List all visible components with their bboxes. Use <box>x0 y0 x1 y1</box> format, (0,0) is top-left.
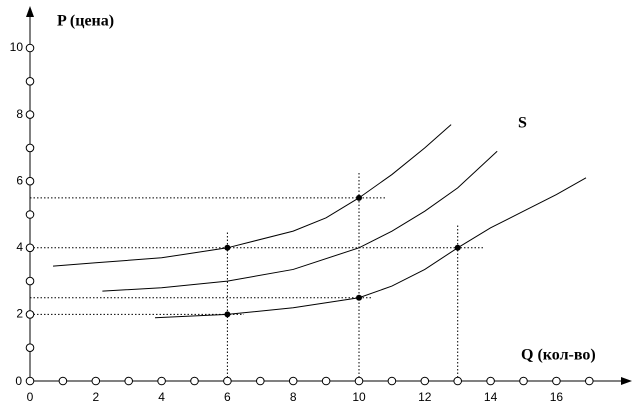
y-tick <box>25 310 35 319</box>
x-tick <box>157 376 166 386</box>
x-arrow <box>621 377 632 385</box>
x-tick <box>486 376 495 386</box>
y-tick <box>25 176 35 186</box>
x-tick <box>354 376 364 386</box>
point <box>356 194 362 201</box>
y-tick-label: 2 <box>16 307 23 321</box>
x-minor-tick <box>256 376 265 386</box>
x-tick <box>25 376 35 386</box>
x-tick-label: 4 <box>158 390 165 404</box>
x-tick <box>223 376 232 386</box>
y-tick <box>25 110 35 119</box>
x-axis-title: Q (кол-во) <box>521 347 596 364</box>
x-minor-tick <box>519 376 528 386</box>
y-tick-label: 8 <box>16 107 23 121</box>
point <box>356 294 362 301</box>
x-minor-tick <box>124 376 133 386</box>
x-tick-label: 0 <box>27 390 34 404</box>
curve-annotation: S <box>518 115 527 132</box>
supply-curve <box>102 150 498 292</box>
x-tick <box>552 376 561 386</box>
x-tick-label: 16 <box>550 390 564 404</box>
x-minor-tick <box>190 376 199 386</box>
x-tick-label: 6 <box>224 390 231 404</box>
x-tick-label: 14 <box>484 390 498 404</box>
point <box>224 311 231 318</box>
x-minor-tick <box>387 376 397 386</box>
supply-curve <box>154 177 587 319</box>
x-minor-tick <box>585 376 594 386</box>
y-tick-label: 4 <box>16 240 23 254</box>
x-tick <box>420 376 430 386</box>
y-minor-tick <box>25 276 35 286</box>
supply-curve <box>52 124 452 267</box>
y-axis-title: P (цена) <box>57 13 114 30</box>
point <box>224 244 231 251</box>
y-minor-tick <box>25 210 35 219</box>
x-tick-label: 10 <box>352 390 366 404</box>
x-minor-tick <box>58 376 68 386</box>
x-tick-label: 8 <box>290 390 297 404</box>
x-tick <box>288 376 298 386</box>
point <box>454 244 461 251</box>
y-minor-tick <box>25 143 35 153</box>
y-tick-label: 10 <box>10 40 24 54</box>
y-tick-label: 0 <box>15 374 22 388</box>
y-arrow <box>26 6 34 17</box>
y-minor-tick <box>25 77 35 86</box>
x-tick-label: 12 <box>418 390 432 404</box>
x-minor-tick <box>321 376 331 386</box>
x-minor-tick <box>453 376 463 386</box>
y-tick-label: 6 <box>16 173 23 187</box>
x-tick-label: 2 <box>92 390 99 404</box>
y-tick <box>25 43 35 53</box>
y-tick <box>25 243 35 253</box>
y-minor-tick <box>25 343 35 353</box>
x-tick <box>91 376 101 386</box>
